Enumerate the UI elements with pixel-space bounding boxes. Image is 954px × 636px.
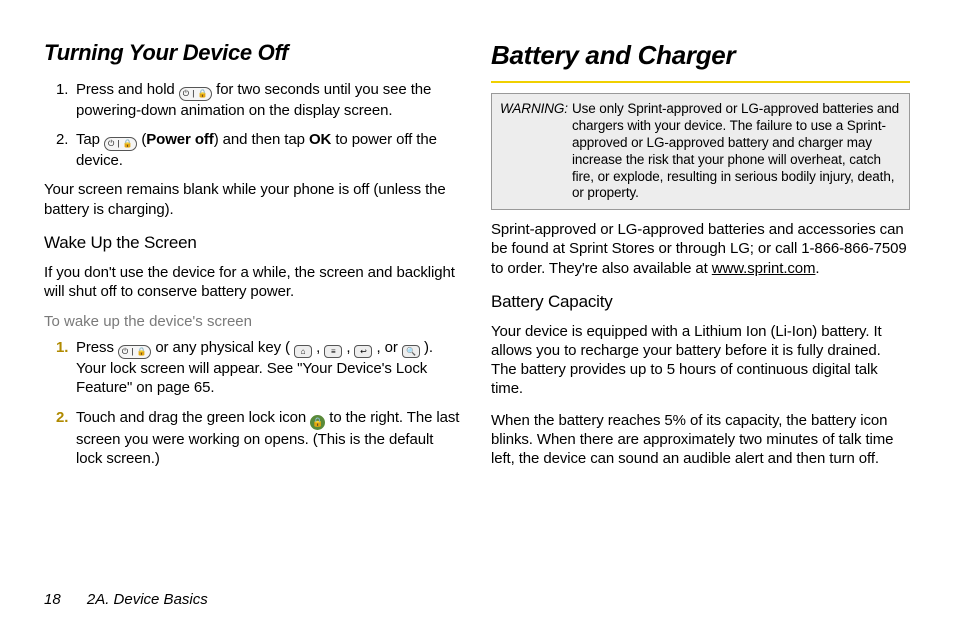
home-key-icon: ⌂ bbox=[294, 345, 312, 358]
right-column: Battery and Charger WARNING: Use only Sp… bbox=[491, 40, 910, 480]
step-number: 2. bbox=[56, 130, 68, 149]
step-number: 1. bbox=[56, 80, 68, 99]
page-footer: 18 2A. Device Basics bbox=[44, 591, 208, 608]
ok-label: OK bbox=[309, 131, 331, 148]
warning-text: Use only Sprint-approved or LG-approved … bbox=[572, 101, 901, 202]
power-lock-icon: ⏻ | 🔒 bbox=[104, 137, 137, 151]
menu-key-icon: ≡ bbox=[324, 345, 342, 358]
step-number: 2. bbox=[56, 408, 68, 427]
screen-blank-note: Your screen remains blank while your pho… bbox=[44, 180, 463, 218]
warning-box: WARNING: Use only Sprint-approved or LG-… bbox=[491, 93, 910, 210]
step-1: 1. Press and hold ⏻ | 🔒 for two seconds … bbox=[62, 80, 463, 120]
wake-steps: 1. Press ⏻ | 🔒 or any physical key ( ⌂ ,… bbox=[44, 338, 463, 468]
green-lock-icon: 🔒 bbox=[310, 415, 325, 430]
step-text-pre: Press and hold bbox=[76, 81, 179, 98]
section-title: 2A. Device Basics bbox=[87, 591, 208, 608]
search-key-icon: 🔍 bbox=[402, 345, 420, 358]
step-number: 1. bbox=[56, 338, 68, 357]
page-number: 18 bbox=[44, 591, 83, 608]
t: . bbox=[815, 260, 819, 277]
yellow-rule bbox=[491, 81, 910, 83]
power-lock-icon: ⏻ | 🔒 bbox=[179, 87, 212, 101]
wake-intro: If you don't use the device for a while,… bbox=[44, 263, 463, 301]
wake-step-1: 1. Press ⏻ | 🔒 or any physical key ( ⌂ ,… bbox=[62, 338, 463, 397]
wake-step-2: 2. Touch and drag the green lock icon 🔒 … bbox=[62, 408, 463, 468]
left-column: Turning Your Device Off 1. Press and hol… bbox=[44, 40, 463, 480]
back-key-icon: ↩ bbox=[354, 345, 372, 358]
heading-battery-charger: Battery and Charger bbox=[491, 40, 910, 71]
wake-procedure-label: To wake up the device's screen bbox=[44, 313, 463, 330]
battery-capacity-text: Your device is equipped with a Lithium I… bbox=[491, 322, 910, 399]
sprint-link[interactable]: www.sprint.com bbox=[712, 260, 816, 277]
heading-wake-up: Wake Up the Screen bbox=[44, 233, 463, 253]
t: Touch and drag the green lock icon bbox=[76, 409, 310, 426]
t: Sprint-approved or LG-approved batteries… bbox=[491, 221, 907, 276]
power-lock-icon: ⏻ | 🔒 bbox=[118, 345, 151, 359]
heading-battery-capacity: Battery Capacity bbox=[491, 292, 910, 312]
warning-label: WARNING: bbox=[500, 101, 572, 202]
step-text-c: ) and then tap bbox=[214, 131, 309, 148]
step-2: 2. Tap ⏻ | 🔒 (Power off) and then tap OK… bbox=[62, 130, 463, 170]
heading-turning-off: Turning Your Device Off bbox=[44, 40, 463, 66]
t: , bbox=[346, 339, 354, 356]
battery-low-text: When the battery reaches 5% of its capac… bbox=[491, 411, 910, 469]
t: , or bbox=[377, 339, 402, 356]
t: Press bbox=[76, 339, 118, 356]
approved-batteries-text: Sprint-approved or LG-approved batteries… bbox=[491, 220, 910, 278]
t: , bbox=[316, 339, 324, 356]
step-text-a: Tap bbox=[76, 131, 104, 148]
power-off-label: Power off bbox=[146, 131, 213, 148]
power-off-steps: 1. Press and hold ⏻ | 🔒 for two seconds … bbox=[44, 80, 463, 170]
t: or any physical key ( bbox=[155, 339, 294, 356]
